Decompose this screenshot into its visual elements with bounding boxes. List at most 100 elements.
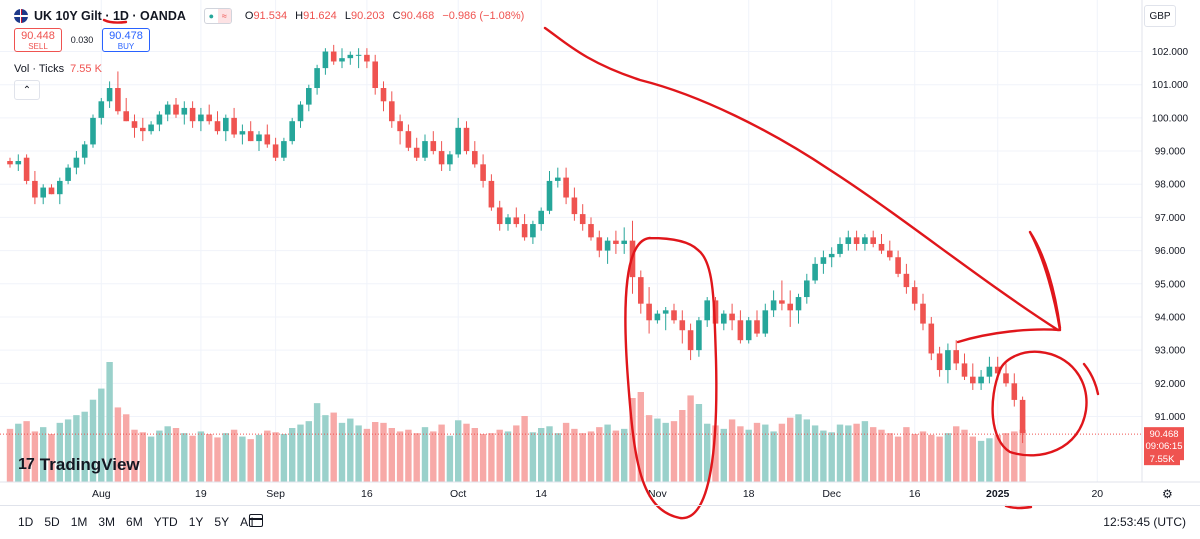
volume-bar	[969, 436, 976, 482]
indicator-toggle[interactable]: ● ≈	[203, 8, 232, 24]
currency-selector[interactable]: GBP	[1144, 5, 1176, 27]
volume-bar	[280, 434, 288, 482]
x-tick-label: 14	[535, 488, 547, 500]
volume-bar	[488, 433, 495, 482]
candle-body	[546, 180, 553, 211]
range-5d[interactable]: 5D	[44, 515, 60, 529]
candle-body	[671, 310, 677, 321]
range-1d[interactable]: 1D	[18, 515, 34, 529]
annotation-underline-1d[interactable]	[102, 18, 128, 24]
candle-body	[380, 88, 387, 102]
time-axis[interactable]: Aug 19 Sep 16 Oct 14 Nov 18 Dec 16 2025 20	[92, 488, 1103, 500]
candle-body	[745, 320, 752, 341]
volume-bar	[836, 424, 844, 482]
candle-body	[870, 237, 876, 244]
volume-bar	[554, 433, 561, 482]
volume-bar	[720, 428, 727, 482]
drawings[interactable]	[102, 18, 1100, 520]
annotation-underline-2025[interactable]	[1004, 504, 1033, 510]
candle-body	[306, 88, 312, 105]
volume-bar	[654, 418, 661, 482]
candle-body	[314, 68, 320, 89]
x-tick-label: Aug	[92, 488, 111, 500]
x-tick-label: Oct	[450, 488, 466, 500]
price-axis[interactable]: 91.000 92.000 93.000 94.000 95.000 96.000 97.0…	[1152, 47, 1189, 423]
candle-body	[447, 154, 453, 165]
bottom-toolbar: 1D 5D 1M 3M 6M YTD 1Y 5Y All 12:53:45 (U…	[0, 505, 1200, 539]
volume-bar	[131, 429, 138, 482]
candle-body	[878, 243, 885, 251]
volume-bar	[1002, 433, 1010, 482]
volume-bar	[413, 433, 420, 482]
uk-flag-icon	[14, 9, 28, 23]
tradingview-logo[interactable]: 17 TradingView	[18, 455, 140, 474]
candle-body	[322, 51, 329, 69]
gear-icon[interactable]: ⚙	[1162, 487, 1173, 501]
timeframe-buttons: 1D 5D 1M 3M 6M YTD 1Y 5Y All	[18, 515, 264, 529]
symbol-title[interactable]: UK 10Y Gilt · 1D · OANDA	[34, 9, 186, 23]
volume-bar	[928, 434, 935, 482]
wave-toggle[interactable]: ≈	[217, 9, 231, 23]
volume-bar	[737, 426, 744, 482]
volume-legend[interactable]: Vol · Ticks 7.55 K	[14, 63, 102, 75]
x-tick-label: 18	[743, 488, 755, 500]
annotation-circle-recent[interactable]	[991, 350, 1100, 457]
candle-body	[505, 217, 511, 225]
candle-body	[770, 300, 777, 311]
candle-body	[903, 273, 910, 288]
volume-bar	[728, 419, 736, 482]
volume-bar	[471, 428, 478, 482]
candle-body	[787, 303, 793, 311]
candle-body	[538, 210, 544, 225]
candle-body	[389, 101, 395, 122]
volume-bar	[372, 422, 379, 482]
annotation-circle-nov[interactable]	[624, 236, 718, 520]
candle-body	[1019, 399, 1026, 434]
range-1y[interactable]: 1Y	[188, 515, 204, 529]
y-tick-label: 95.000	[1155, 279, 1186, 290]
dot-toggle[interactable]: ●	[208, 11, 215, 21]
last-price-value: 90.468	[1149, 429, 1178, 440]
volume-bar	[222, 433, 229, 482]
candle-body	[140, 127, 146, 132]
candle-body	[679, 320, 686, 331]
volume-bar	[596, 427, 603, 482]
volume-bar	[396, 431, 404, 482]
candle-body	[81, 144, 88, 158]
candle-body	[480, 164, 486, 181]
candle-body	[123, 111, 129, 122]
calendar-icon[interactable]	[249, 514, 263, 527]
volume-bar	[479, 434, 487, 482]
chevron-up-icon: ⌃	[22, 84, 32, 96]
volume-bar	[139, 432, 146, 482]
collapse-legend-button[interactable]: ⌃	[14, 80, 40, 100]
range-ytd[interactable]: YTD	[153, 515, 178, 529]
volume-bar	[438, 424, 445, 482]
volume-bar	[230, 429, 238, 482]
buy-button[interactable]: 90.478 BUY	[102, 28, 150, 52]
annotation-trend-arrow[interactable]	[543, 26, 1060, 332]
annotation-arrow-head[interactable]	[956, 230, 1062, 344]
clock-readout[interactable]: 12:53:45 (UTC)	[1103, 515, 1186, 529]
volume-bar	[305, 421, 312, 482]
volume-bar	[6, 428, 14, 482]
x-tick-label: Dec	[822, 488, 841, 500]
candle-body	[837, 243, 843, 254]
range-5y[interactable]: 5Y	[214, 515, 230, 529]
candle-body	[173, 104, 179, 115]
range-6m[interactable]: 6M	[126, 515, 143, 529]
sell-button[interactable]: 90.448 SELL	[14, 28, 62, 52]
volume-bar	[579, 433, 586, 482]
volume-bar	[662, 422, 669, 482]
volume-bar	[347, 418, 354, 482]
volume-bar	[936, 436, 943, 482]
volume-bar	[123, 414, 130, 482]
candle-body	[654, 313, 661, 321]
volume-bar	[878, 429, 885, 482]
volume-bar	[977, 440, 985, 482]
volume-bar	[679, 410, 686, 482]
volume-bar	[903, 427, 910, 482]
range-1m[interactable]: 1M	[70, 515, 88, 529]
range-3m[interactable]: 3M	[98, 515, 116, 529]
